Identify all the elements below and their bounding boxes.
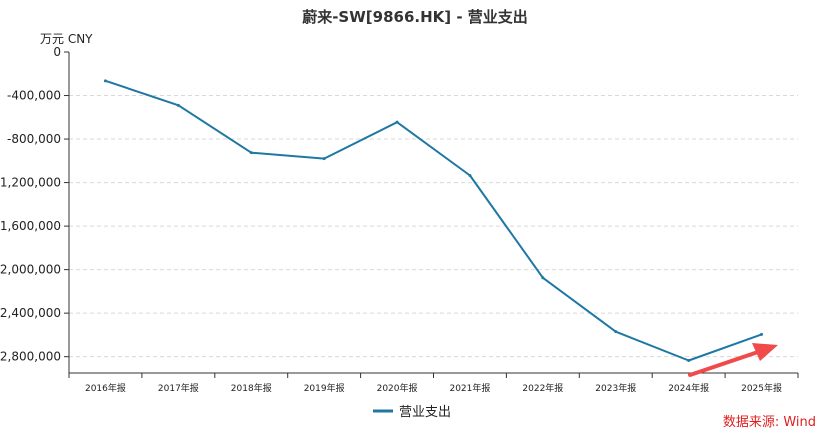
x-tick-label: 2024年报 <box>668 382 709 394</box>
y-tick-label: -2,400,000 <box>0 306 61 320</box>
y-tick-label: -2,000,000 <box>0 263 61 277</box>
data-point <box>614 330 618 334</box>
unit-label: 万元 CNY <box>40 32 93 46</box>
arrow-head <box>752 343 778 361</box>
data-point <box>322 157 326 161</box>
data-point <box>103 79 107 83</box>
axes: 0 -400,000 -800,000 -1,200,000 -1,600,000 -2,… <box>0 45 799 394</box>
x-tick-label: 2021年报 <box>449 382 490 394</box>
data-point <box>176 103 180 107</box>
y-tick-label: -2,800,000 <box>0 350 61 364</box>
data-point <box>760 332 764 336</box>
annotation-arrow <box>688 343 778 377</box>
grid-lines <box>69 95 798 358</box>
legend: 营业支出 <box>373 405 451 420</box>
y-tick-label: -1,600,000 <box>0 219 61 233</box>
data-point <box>468 174 472 178</box>
arrow-shaft <box>688 350 760 377</box>
legend-label: 营业支出 <box>399 405 451 420</box>
x-tick-label: 2020年报 <box>377 382 418 394</box>
chart-title: 蔚来-SW[9866.HK] - 营业支出 <box>302 8 528 26</box>
x-tick-label: 2016年报 <box>85 382 126 394</box>
x-tick-label: 2017年报 <box>158 382 199 394</box>
x-tick-label: 2023年报 <box>595 382 636 394</box>
y-tick-label: -800,000 <box>7 132 61 146</box>
series-line <box>105 79 762 362</box>
x-tick-label: 2019年报 <box>304 382 345 394</box>
data-point <box>541 276 545 280</box>
y-tick-label: 0 <box>53 45 61 59</box>
data-point <box>687 358 691 362</box>
series-layer <box>103 79 764 362</box>
x-tick-label: 2022年报 <box>522 382 563 394</box>
data-point <box>249 151 253 155</box>
data-point <box>395 120 399 124</box>
y-tick-label: -400,000 <box>7 89 61 103</box>
x-tick-label: 2018年报 <box>231 382 272 394</box>
data-source-label: 数据来源: Wind <box>722 415 816 430</box>
y-tick-label: -1,200,000 <box>0 176 61 190</box>
x-tick-label: 2025年报 <box>741 382 782 394</box>
